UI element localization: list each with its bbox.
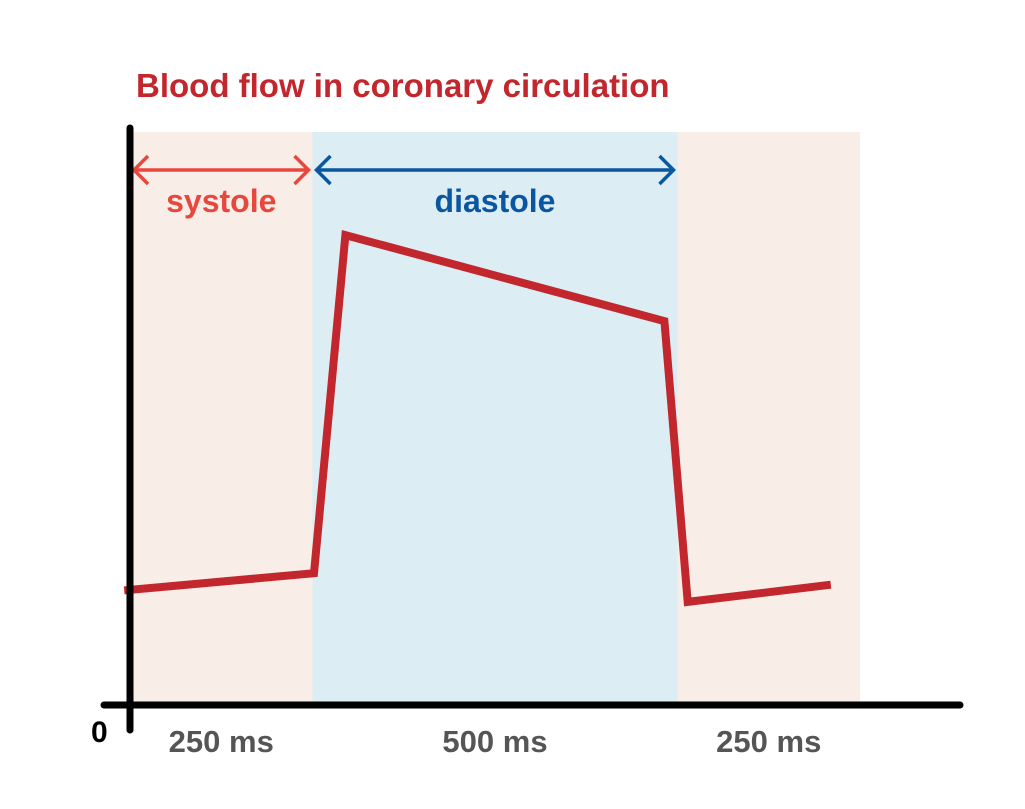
axes [100,124,964,734]
duration-label: 250 ms [716,724,821,759]
phase-diastole: diastole [314,154,676,219]
phase-systole: systole [131,154,311,219]
background-regions [130,132,860,705]
duration-labels: 250 ms 500 ms 250 ms [169,724,822,759]
phase-arrow-head [131,154,150,186]
region-systole-1 [130,132,313,705]
duration-label: 500 ms [442,724,547,759]
phase-arrow-head [293,154,311,186]
region-systole-2 [677,132,860,705]
phase-arrow-head [314,154,332,186]
chart-title: Blood flow in coronary circulation [136,67,670,104]
region-diastole [312,132,678,705]
origin-label: 0 [91,716,108,749]
series-line [123,230,832,607]
duration-label: 250 ms [169,724,274,759]
phase-arrows: systole diastole [131,154,676,219]
phase-label-systole: systole [166,183,276,219]
phase-arrow-head [658,154,676,186]
phase-label-diastole: diastole [435,183,556,219]
